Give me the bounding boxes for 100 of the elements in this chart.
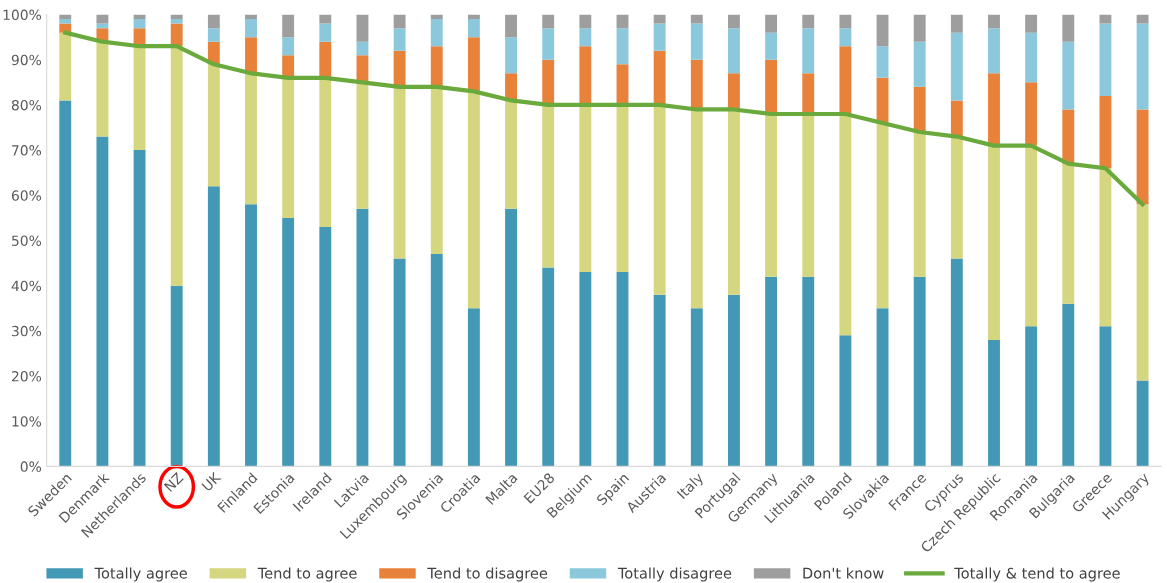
bar [96, 14, 109, 24]
bar [913, 14, 926, 42]
bar [505, 14, 517, 38]
bar [505, 73, 517, 101]
bar [1099, 14, 1112, 24]
bar [950, 100, 963, 137]
bar [988, 145, 1000, 340]
bar [728, 294, 740, 467]
bar [505, 100, 517, 209]
bar [170, 285, 183, 467]
bar [728, 14, 740, 29]
bar [542, 28, 555, 60]
bar [950, 14, 963, 33]
bar [1136, 109, 1149, 205]
bar [393, 50, 406, 87]
y-tick-label: 50% [12, 235, 42, 246]
bar [765, 14, 778, 33]
bar [653, 294, 666, 467]
y-tick-label: 0% [20, 461, 42, 472]
bar [1099, 95, 1112, 169]
bar [1136, 380, 1149, 467]
bar [1025, 82, 1038, 146]
bar [96, 136, 109, 467]
bar [653, 50, 666, 105]
bar [505, 37, 517, 74]
bar [430, 19, 443, 47]
bar [690, 59, 703, 110]
bar [802, 73, 815, 114]
bar [245, 37, 257, 74]
bar [133, 150, 146, 467]
bar [245, 204, 257, 467]
bar [430, 46, 443, 87]
bar [1136, 204, 1149, 381]
y-tick-label: 40% [11, 280, 42, 292]
bar [282, 37, 295, 56]
y-tick-label: 10% [12, 416, 42, 427]
bar [542, 14, 555, 29]
bar [133, 19, 146, 29]
bar [802, 276, 815, 467]
bar [950, 258, 963, 467]
bar [170, 46, 183, 286]
x-tick-label: NZ [163, 472, 184, 492]
bar [690, 308, 703, 467]
bar [1025, 145, 1038, 327]
bar [1099, 326, 1112, 467]
bar [356, 14, 369, 42]
bar [393, 14, 406, 29]
bar [876, 308, 889, 467]
bar [59, 32, 72, 101]
bar [616, 28, 629, 65]
bar [542, 59, 555, 105]
bar [245, 19, 257, 38]
bar [765, 276, 778, 467]
bar [653, 23, 666, 51]
bar [579, 104, 592, 273]
bar [1062, 109, 1075, 164]
bar [913, 86, 926, 133]
bar [802, 113, 815, 277]
bar [319, 23, 332, 42]
bar [690, 109, 703, 309]
bar [616, 104, 629, 273]
bar [913, 132, 926, 277]
bar [690, 23, 703, 60]
bar [1099, 23, 1112, 96]
bar [839, 46, 852, 114]
y-tick-label: 80% [11, 99, 42, 111]
bar [207, 28, 220, 42]
bar [1062, 303, 1075, 467]
bar [653, 14, 666, 24]
y-tick-label: 100% [3, 9, 42, 21]
legend-label: Totally agree [94, 567, 187, 582]
bar [950, 136, 963, 259]
bar [133, 46, 146, 151]
bar [839, 14, 852, 29]
bar [728, 109, 740, 295]
bar [728, 28, 740, 74]
bar [245, 73, 257, 205]
bar [319, 41, 332, 78]
bar [802, 14, 815, 29]
bar [96, 41, 109, 137]
bar [393, 258, 406, 467]
bar [207, 64, 220, 187]
y-tick-label: 30% [12, 325, 42, 337]
bar [393, 28, 406, 51]
bar [170, 23, 183, 47]
bar [430, 254, 443, 467]
legend-label: Tend to disagree [427, 567, 548, 582]
bar [839, 28, 852, 47]
bar [616, 272, 629, 467]
bar [542, 104, 555, 268]
bar [207, 186, 220, 467]
bar [1136, 23, 1149, 110]
bar [839, 335, 852, 467]
legend-label: Don't know [803, 567, 884, 579]
bar [59, 100, 72, 467]
y-tick-label: 90% [11, 54, 42, 66]
bar [356, 82, 369, 209]
bar [579, 46, 592, 105]
bar [467, 91, 480, 309]
bar [467, 37, 480, 92]
